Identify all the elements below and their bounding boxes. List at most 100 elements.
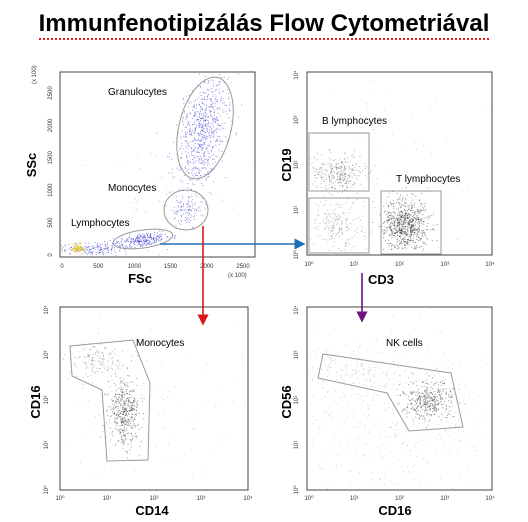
event-dot (419, 417, 421, 419)
event-dot (214, 111, 215, 113)
event-dot (426, 412, 428, 414)
event-dot (195, 151, 197, 153)
event-dot (335, 208, 337, 210)
event-dot (143, 236, 145, 238)
event-dot (391, 229, 393, 231)
event-dot (131, 433, 133, 435)
cd16-cd14-y-tick-label: 10³ (44, 351, 50, 360)
event-dot (88, 354, 90, 356)
event-dot (204, 167, 206, 169)
event-dot (384, 221, 386, 222)
event-dot (409, 219, 411, 221)
event-dot (408, 412, 410, 414)
event-dot (416, 211, 418, 213)
event-dot (339, 229, 341, 231)
event-dot (130, 408, 132, 410)
event-dot (212, 80, 214, 82)
event-dot (212, 83, 214, 85)
event-dot (314, 226, 316, 228)
event-dot (331, 168, 333, 170)
event-dot (426, 402, 428, 404)
event-dot (187, 209, 189, 211)
event-dot (208, 156, 210, 158)
event-dot (429, 396, 431, 398)
event-dot (122, 391, 124, 393)
event-dot (424, 402, 426, 404)
event-dot (388, 204, 390, 206)
event-dot (349, 238, 351, 240)
event-dot (353, 467, 355, 469)
event-dot (92, 247, 94, 249)
event-dot (194, 123, 196, 125)
event-dot (328, 227, 330, 229)
event-dot (330, 171, 332, 173)
event-dot (200, 119, 201, 121)
event-dot (412, 212, 414, 213)
event-dot (201, 124, 203, 126)
event-dot (158, 239, 159, 241)
event-dot (386, 219, 388, 221)
event-dot (379, 477, 381, 479)
event-dot (126, 415, 128, 417)
event-dot (161, 238, 163, 239)
event-dot (398, 384, 400, 386)
event-dot (215, 194, 217, 196)
event-dot (451, 396, 453, 398)
event-dot (403, 216, 405, 218)
event-dot (155, 446, 157, 448)
event-dot (399, 213, 401, 215)
event-dot (390, 228, 392, 230)
event-dot (398, 210, 400, 212)
event-dot (386, 370, 388, 372)
event-dot (143, 398, 145, 400)
event-dot (159, 230, 161, 232)
event-dot (112, 361, 113, 363)
event-dot (194, 155, 196, 157)
event-dot (150, 343, 152, 345)
event-dot (414, 409, 416, 411)
event-dot (193, 144, 195, 146)
event-dot (314, 175, 316, 177)
event-dot (190, 101, 192, 103)
event-dot (352, 186, 354, 188)
event-dot (324, 365, 326, 367)
event-dot (424, 404, 426, 406)
event-dot (133, 240, 134, 242)
cd56-cd16-x-tick-label: 10² (395, 496, 404, 502)
event-dot (92, 354, 94, 355)
event-dot (437, 402, 439, 404)
event-dot (109, 352, 110, 354)
event-dot (347, 175, 349, 177)
event-dot (389, 450, 391, 452)
event-dot (218, 81, 220, 83)
event-dot (115, 398, 117, 400)
event-dot (353, 170, 355, 171)
event-dot (413, 228, 415, 230)
event-dot (114, 419, 116, 421)
event-dot (412, 230, 413, 232)
event-dot (411, 219, 413, 221)
event-dot (330, 358, 332, 360)
event-dot (399, 459, 401, 461)
event-dot (399, 211, 401, 213)
event-dot (200, 158, 202, 160)
event-dot (218, 88, 220, 90)
event-dot (433, 401, 435, 403)
event-dot (341, 222, 343, 224)
event-dot (142, 233, 144, 235)
event-dot (350, 172, 352, 174)
event-dot (100, 364, 102, 366)
event-dot (199, 122, 201, 124)
event-dot (122, 430, 124, 432)
event-dot (86, 252, 88, 254)
event-dot (331, 179, 332, 181)
event-dot (439, 180, 441, 182)
event-dot (430, 396, 432, 398)
event-dot (344, 158, 345, 160)
event-dot (422, 207, 424, 209)
event-dot (123, 419, 125, 421)
event-dot (120, 406, 122, 408)
event-dot (406, 171, 408, 173)
event-dot (346, 186, 348, 188)
event-dot (405, 248, 407, 250)
